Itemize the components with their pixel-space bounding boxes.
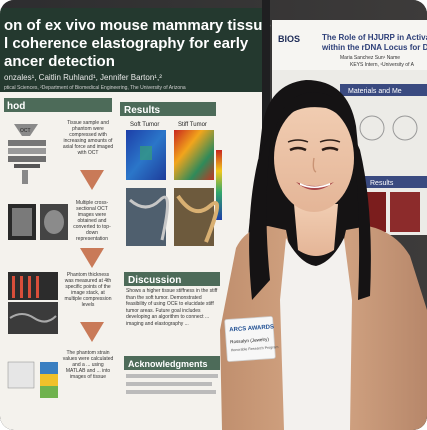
- smile: [296, 182, 334, 190]
- down-arrow-icon: [80, 322, 104, 342]
- left-poster: on of ex vivo mouse mammary tissue l coh…: [0, 8, 271, 430]
- left-eye: [289, 146, 307, 152]
- left-poster-method-heading: hod: [7, 101, 25, 112]
- left-poster-title-1: on of ex vivo mouse mammary tissue: [4, 17, 271, 34]
- down-arrow-icon: [80, 248, 104, 268]
- method-step-4: The phantom strain values were calculate…: [62, 350, 114, 380]
- badge-logo: ARCS AWARDS: [229, 324, 274, 333]
- oct-diagram: OCT: [8, 124, 46, 184]
- bios-logo: BIOS: [278, 34, 300, 44]
- left-poster-title-2: l coherence elastography for early: [4, 35, 249, 52]
- method-step-1: Tissue sample and phantom were compresse…: [62, 120, 114, 156]
- left-poster-title-3: ancer detection: [4, 53, 115, 70]
- discussion-heading: Discussion: [128, 275, 181, 286]
- right-poster-title-2: within the rDNA Locus for DNA Integrit: [321, 43, 427, 52]
- white-top: [280, 238, 352, 430]
- soft-tumor-oct: [126, 188, 166, 246]
- strain-matrix: [7, 361, 58, 398]
- badge-name: Rossalyn (Jewelry): [230, 337, 270, 345]
- right-poster-authors: Maria Sanchez Sun¹ Name: [340, 55, 400, 61]
- badge-subtitle: Honorable Research Program: [231, 345, 279, 352]
- down-arrow-icon: [80, 170, 104, 190]
- phantom-plot: [8, 272, 58, 334]
- name-badge: ARCS AWARDS Rossalyn (Jewelry) Honorable…: [224, 316, 279, 362]
- method-step-3: Phantom thickness was measured at 4th sp…: [64, 272, 112, 308]
- discussion-text: Shows a higher tissue stiffness in the s…: [126, 288, 218, 327]
- cross-section-images: [8, 204, 68, 240]
- right-poster-materials-heading: Materials and Me: [348, 88, 402, 95]
- oct-label: OCT: [20, 128, 31, 134]
- left-poster-affiliation: ptical Sciences, ²Department of Biomedic…: [4, 85, 186, 91]
- right-poster-affiliation: KEYS Intern, ¹University of A: [350, 62, 415, 68]
- left-poster-results-heading: Results: [124, 105, 161, 116]
- left-poster-authors: onzales¹, Caitlin Ruhland¹, Jennifer Bar…: [4, 73, 162, 82]
- right-poster-results-heading: Results: [370, 180, 394, 187]
- acknowledgments-heading: Acknowledgments: [128, 359, 208, 369]
- right-poster-title-1: The Role of HJURP in Activating Homologo…: [322, 33, 427, 42]
- colorbar: [216, 150, 222, 220]
- stiff-tumor-elastogram: [174, 130, 214, 180]
- person: ARCS AWARDS Rossalyn (Jewelry) Honorable…: [220, 80, 427, 430]
- right-eye: [321, 146, 339, 152]
- method-step-2: Multiple cross-sectional OCT images were…: [73, 200, 111, 242]
- soft-tumor-label: Soft Tumor: [130, 122, 159, 128]
- stiff-tumor-label: Stiff Tumor: [178, 122, 207, 128]
